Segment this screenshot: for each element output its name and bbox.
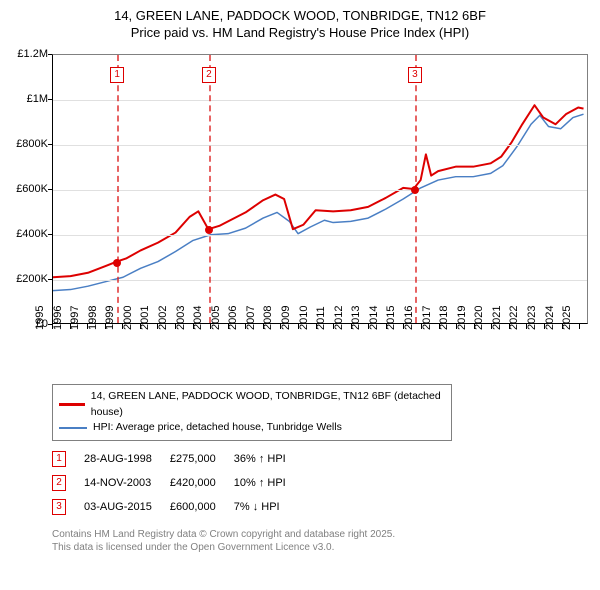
y-axis-label: £800K bbox=[10, 138, 48, 150]
y-axis-label: £600K bbox=[10, 183, 48, 195]
x-axis-label: 2012 bbox=[333, 305, 345, 329]
x-axis-label: 1996 bbox=[52, 305, 64, 329]
gridline bbox=[53, 280, 587, 281]
y-tick bbox=[48, 234, 52, 235]
event-marker: 3 bbox=[408, 67, 422, 83]
legend-label-hpi: HPI: Average price, detached house, Tunb… bbox=[93, 420, 342, 436]
sale-point bbox=[113, 259, 121, 267]
event-row: 3 03-AUG-2015£600,0007% ↓ HPI bbox=[52, 495, 304, 519]
chart-title: 14, GREEN LANE, PADDOCK WOOD, TONBRIDGE,… bbox=[8, 8, 592, 42]
event-date: 03-AUG-2015 bbox=[84, 495, 170, 519]
y-axis-label: £200K bbox=[10, 273, 48, 285]
x-axis-label: 1995 bbox=[34, 305, 46, 329]
x-axis-label: 2023 bbox=[526, 305, 538, 329]
gridline bbox=[53, 145, 587, 146]
title-line-2: Price paid vs. HM Land Registry's House … bbox=[8, 25, 592, 42]
x-axis-label: 2009 bbox=[280, 305, 292, 329]
event-number-box: 2 bbox=[52, 475, 66, 491]
event-number-box: 1 bbox=[52, 451, 66, 467]
event-price: £275,000 bbox=[170, 447, 234, 471]
chart-container: 123 £0£200K£400K£600K£800K£1M£1.2M199519… bbox=[8, 48, 592, 378]
x-axis-label: 2024 bbox=[544, 305, 556, 329]
x-axis-label: 1997 bbox=[69, 305, 81, 329]
x-axis-label: 2000 bbox=[122, 305, 134, 329]
event-row: 2 14-NOV-2003£420,00010% ↑ HPI bbox=[52, 471, 304, 495]
line-series-svg bbox=[53, 55, 587, 323]
event-delta: 36% ↑ HPI bbox=[234, 447, 304, 471]
legend-item-property: 14, GREEN LANE, PADDOCK WOOD, TONBRIDGE,… bbox=[59, 389, 445, 421]
event-marker: 2 bbox=[202, 67, 216, 83]
y-axis-label: £1.2M bbox=[10, 48, 48, 60]
y-tick bbox=[48, 144, 52, 145]
x-axis-label: 2018 bbox=[438, 305, 450, 329]
legend-swatch-hpi bbox=[59, 427, 87, 429]
event-marker: 1 bbox=[110, 67, 124, 83]
title-line-1: 14, GREEN LANE, PADDOCK WOOD, TONBRIDGE,… bbox=[8, 8, 592, 25]
x-axis-label: 2007 bbox=[245, 305, 257, 329]
gridline bbox=[53, 100, 587, 101]
event-delta: 7% ↓ HPI bbox=[234, 495, 304, 519]
x-axis-label: 2017 bbox=[421, 305, 433, 329]
x-axis-label: 2001 bbox=[139, 305, 151, 329]
gridline bbox=[53, 190, 587, 191]
x-axis-label: 2021 bbox=[491, 305, 503, 329]
plot-area: 1 2 3 bbox=[52, 54, 588, 324]
event-vline bbox=[209, 55, 211, 323]
x-axis-label: 2002 bbox=[157, 305, 169, 329]
y-tick bbox=[48, 54, 52, 55]
event-date: 14-NOV-2003 bbox=[84, 471, 170, 495]
x-axis-label: 2015 bbox=[385, 305, 397, 329]
event-vline bbox=[117, 55, 119, 323]
x-axis-label: 2010 bbox=[298, 305, 310, 329]
footnote: Contains HM Land Registry data © Crown c… bbox=[52, 529, 592, 554]
y-axis-label: £400K bbox=[10, 228, 48, 240]
footnote-line-1: Contains HM Land Registry data © Crown c… bbox=[52, 529, 592, 542]
event-row: 1 28-AUG-1998£275,00036% ↑ HPI bbox=[52, 447, 304, 471]
x-axis-label: 2003 bbox=[175, 305, 187, 329]
events-table: 1 28-AUG-1998£275,00036% ↑ HPI 2 14-NOV-200… bbox=[52, 447, 592, 519]
event-delta: 10% ↑ HPI bbox=[234, 471, 304, 495]
sale-point bbox=[205, 226, 213, 234]
y-axis-label: £1M bbox=[10, 93, 48, 105]
footnote-line-2: This data is licensed under the Open Gov… bbox=[52, 542, 592, 555]
x-axis-label: 2011 bbox=[315, 306, 327, 330]
x-axis-label: 2008 bbox=[262, 305, 274, 329]
legend-swatch-property bbox=[59, 403, 85, 406]
gridline bbox=[53, 235, 587, 236]
x-tick bbox=[579, 324, 580, 329]
event-date: 28-AUG-1998 bbox=[84, 447, 170, 471]
x-axis-label: 2020 bbox=[473, 305, 485, 329]
y-tick bbox=[48, 279, 52, 280]
series-line bbox=[53, 105, 584, 277]
series-line bbox=[53, 114, 584, 290]
x-axis-label: 2022 bbox=[508, 305, 520, 329]
x-axis-label: 2004 bbox=[192, 305, 204, 329]
sale-point bbox=[411, 186, 419, 194]
y-tick bbox=[48, 189, 52, 190]
x-axis-label: 2006 bbox=[227, 305, 239, 329]
x-axis-label: 2016 bbox=[403, 305, 415, 329]
y-tick bbox=[48, 99, 52, 100]
x-axis-label: 2014 bbox=[368, 305, 380, 329]
x-axis-label: 2013 bbox=[350, 305, 362, 329]
legend-label-property: 14, GREEN LANE, PADDOCK WOOD, TONBRIDGE,… bbox=[91, 389, 445, 421]
x-axis-label: 2005 bbox=[210, 305, 222, 329]
x-axis-label: 1999 bbox=[104, 305, 116, 329]
event-price: £420,000 bbox=[170, 471, 234, 495]
x-axis-label: 2019 bbox=[456, 305, 468, 329]
legend-item-hpi: HPI: Average price, detached house, Tunb… bbox=[59, 420, 445, 436]
event-number-box: 3 bbox=[52, 499, 66, 515]
legend: 14, GREEN LANE, PADDOCK WOOD, TONBRIDGE,… bbox=[52, 384, 452, 441]
event-price: £600,000 bbox=[170, 495, 234, 519]
x-axis-label: 1998 bbox=[87, 305, 99, 329]
x-axis-label: 2025 bbox=[561, 305, 573, 329]
